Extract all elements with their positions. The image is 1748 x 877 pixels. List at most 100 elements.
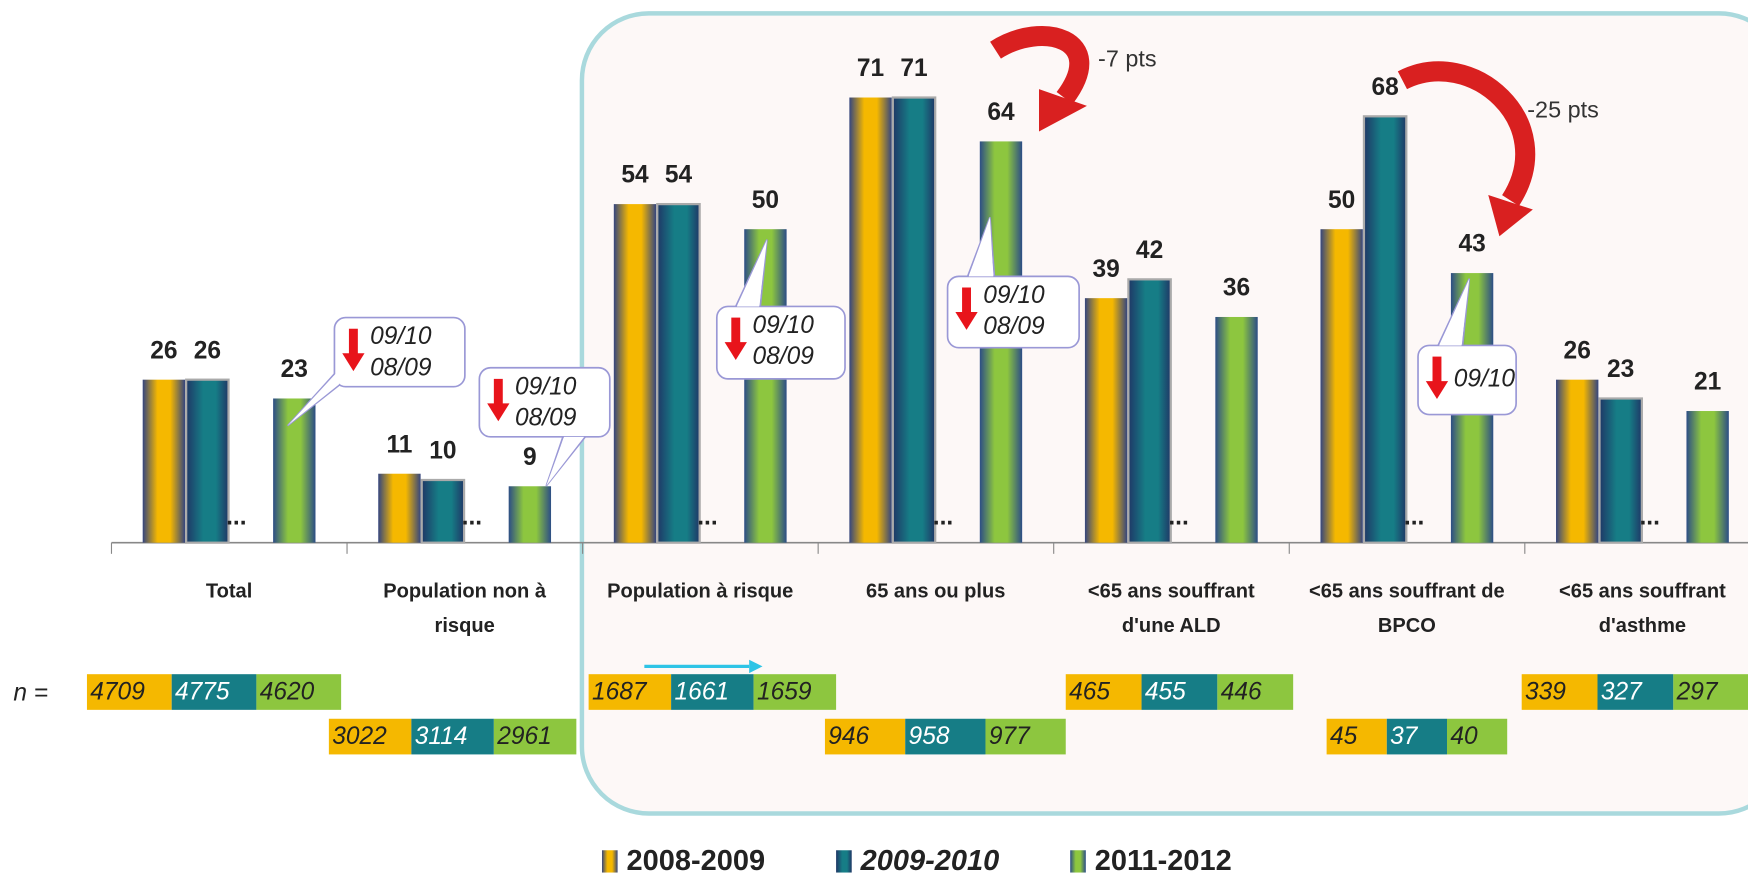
n-value: 37 [1390,723,1419,750]
callout-text: 08/09 [515,404,577,431]
n-value: 4709 [90,679,145,706]
callout-text: 08/09 [983,313,1045,340]
n-value: 297 [1676,679,1719,706]
value-label: 54 [665,162,693,189]
n-box [1521,674,1598,710]
down-arrow-head [1425,381,1449,399]
n-box [1141,674,1218,710]
n-value: 45 [1330,723,1358,750]
legend-label: 2011-2012 [1095,845,1232,877]
down-arrow-head [955,312,978,330]
n-box [671,674,754,710]
difference-label: -25 pts [1527,97,1599,123]
value-label: 42 [1136,237,1163,264]
callout-pointer-fill [546,436,585,486]
gap-marker: ... [226,504,246,531]
n-box [256,674,342,710]
n-value: 465 [1069,679,1110,706]
bar [273,398,316,543]
callout-text: 09/10 [1454,365,1516,392]
n-box [1597,674,1674,710]
change-arrow [990,26,1090,105]
n-value: 977 [989,723,1031,750]
callout-text: 08/09 [370,354,432,381]
callout-box [715,305,846,380]
n-box [588,674,672,710]
value-label: 36 [1223,275,1250,302]
value-label: 11 [386,431,412,458]
callout-pointer-fill [968,217,994,277]
n-box [985,718,1066,755]
callout-text: 09/10 [752,312,814,339]
bar [849,97,892,543]
n-box [411,718,494,755]
down-arrow [1432,356,1442,384]
x-tick-label: <65 ans souffrant d'asthme [1559,579,1726,637]
value-label: 39 [1092,256,1119,283]
n-box [753,674,837,710]
value-label: 26 [194,337,221,364]
down-arrow-head [724,342,747,360]
callout-pointer-fill [736,239,767,307]
legend-swatch [836,850,852,873]
change-arrow-head [1488,195,1533,237]
x-tick-label: Population à risque [607,579,794,602]
category-label-box: <65 ans souffrant de BPCO [1309,579,1505,636]
legend-label: 2009-2010 [860,845,1000,877]
legend-label: 2008-2009 [627,845,766,877]
gap-marker: ... [462,504,482,531]
value-label: 9 [523,444,537,471]
callout-text: 09/10 [983,282,1045,309]
callout-box [1417,344,1517,416]
category-label-box: Population à risque [607,579,794,602]
down-arrow [493,378,503,406]
gap-marker: ... [1639,504,1659,531]
x-tick-label: Population non à risque [383,579,547,637]
value-label: 54 [621,162,649,189]
n-value: 1661 [674,679,729,706]
value-label: 23 [281,356,308,383]
n-value: 327 [1601,679,1643,706]
value-label: 71 [857,55,884,82]
gap-marker: ... [1404,504,1424,531]
x-tick-label: 65 ans ou plus [866,579,1006,602]
n-value: 446 [1221,679,1262,706]
down-arrow-head [487,403,510,422]
value-label: 26 [1564,337,1591,364]
callout-text: 08/09 [752,343,814,370]
category-label-box: <65 ans souffrant d'asthme [1559,579,1726,637]
bar [508,486,552,543]
value-label: 23 [1607,356,1634,383]
callout-pointer-fill [287,367,342,426]
n-value: 958 [909,723,950,750]
down-arrow [962,287,971,315]
n-box [1217,674,1294,710]
bar [656,202,701,544]
value-label: 64 [987,99,1015,126]
gap-marker: ... [697,504,717,531]
n-box [824,718,906,755]
n-box [1065,674,1142,710]
n-value: 3022 [332,723,387,750]
bar [1362,115,1408,544]
change-arrow-head [1038,89,1087,132]
bar [1084,298,1128,543]
value-label: 50 [752,187,779,214]
value-label: 10 [429,438,456,465]
n-value: 1687 [592,679,648,706]
n-value: 40 [1450,723,1478,750]
down-arrow [348,328,358,356]
bar [185,378,230,544]
value-label: 43 [1458,231,1485,258]
bar [1127,278,1172,544]
n-value: 3114 [415,723,468,750]
x-tick-label: Total [205,579,253,602]
n-value: 4620 [260,679,315,706]
gap-marker: ... [1168,504,1188,531]
bar [891,96,937,544]
callout-text: 09/10 [370,323,432,350]
category-label-box: 65 ans ou plus [866,579,1006,602]
n-value: 4775 [175,679,230,706]
callout-text: 09/10 [515,373,577,400]
